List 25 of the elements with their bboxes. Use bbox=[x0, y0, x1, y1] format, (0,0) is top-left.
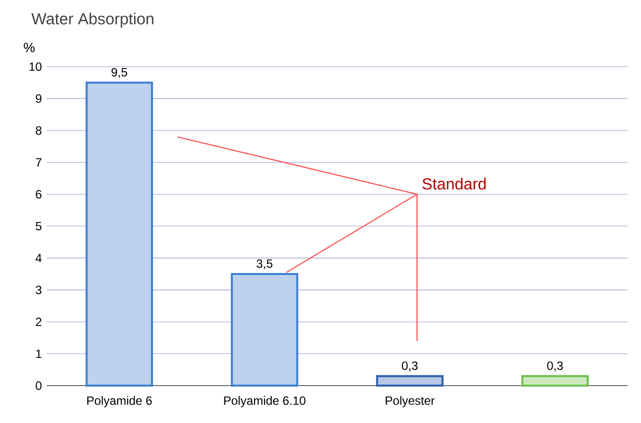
y-tick-label: 5 bbox=[36, 222, 42, 230]
x-tick-label: Polyester bbox=[386, 396, 435, 408]
x-tick-label: Polyamide 6.10 bbox=[224, 396, 306, 408]
y-tick-label: 6 bbox=[36, 190, 42, 199]
y-tick-label: 2 bbox=[36, 318, 42, 326]
data-label: 9,5 bbox=[112, 68, 128, 78]
y-tick-label: 9 bbox=[36, 94, 42, 103]
y-tick-label: 10 bbox=[30, 62, 42, 71]
bar bbox=[86, 82, 153, 387]
chart-title: Water Absorption bbox=[31, 12, 154, 28]
bar bbox=[376, 375, 444, 387]
y-tick-label: 7 bbox=[36, 158, 42, 166]
data-label: 0,3 bbox=[402, 361, 418, 372]
y-tick-label: 8 bbox=[36, 126, 42, 135]
bar bbox=[230, 273, 298, 387]
y-axis-title: % bbox=[24, 42, 35, 52]
data-label: 3,5 bbox=[256, 259, 272, 270]
annotation: Standard bbox=[422, 178, 486, 190]
y-tick-label: 4 bbox=[36, 254, 42, 262]
bar bbox=[521, 375, 589, 387]
data-label: 0,3 bbox=[547, 361, 563, 372]
y-tick-label: 1 bbox=[36, 350, 42, 358]
y-tick-label: 3 bbox=[36, 286, 42, 294]
x-tick-label: Polyamide 6 bbox=[87, 396, 152, 408]
y-tick-label: 0 bbox=[36, 381, 42, 390]
